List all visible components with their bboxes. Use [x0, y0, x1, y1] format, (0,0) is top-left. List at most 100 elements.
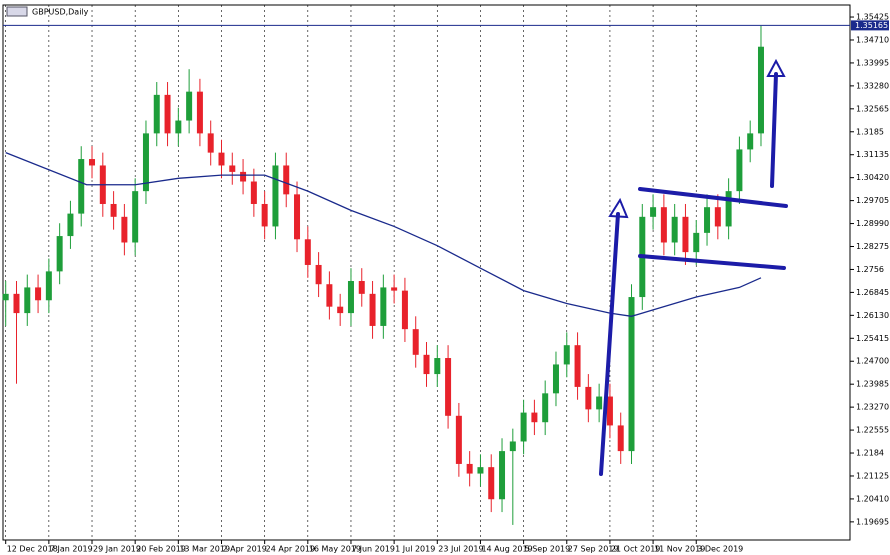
- candle-body: [294, 194, 301, 240]
- x-tick-label: 3 Dec 2019: [697, 545, 743, 554]
- candle-body: [531, 412, 538, 423]
- candle-body: [369, 293, 376, 326]
- arrow-head: [766, 58, 786, 77]
- candle-body: [585, 386, 592, 410]
- candle-body: [67, 213, 74, 237]
- x-tick-label: 16 May 2019: [309, 545, 361, 554]
- candle-body: [509, 441, 516, 452]
- candle-body: [542, 393, 549, 423]
- candle-body: [650, 207, 657, 217]
- candle-body: [142, 133, 149, 192]
- candle-body: [78, 159, 85, 214]
- y-tick-label: 1.21125: [856, 471, 889, 480]
- candle-body: [693, 232, 700, 253]
- x-tick-label: 24 Apr 2019: [266, 545, 315, 554]
- candle-body: [45, 271, 52, 301]
- x-tick-label: 20 Feb 2019: [136, 545, 186, 554]
- trend-arrow: [770, 72, 778, 188]
- y-tick-label: 1.26845: [856, 288, 889, 297]
- x-tick-label: 7 Jan 2019: [50, 545, 93, 554]
- candle-body: [132, 191, 139, 243]
- y-tick-label: 1.33995: [856, 58, 889, 67]
- candle-body: [326, 284, 333, 307]
- candle-body: [423, 354, 430, 375]
- candle-body: [89, 159, 96, 166]
- candle-body: [229, 165, 236, 172]
- y-tick-label: 1.26130: [856, 311, 889, 320]
- candle-body: [261, 203, 268, 227]
- x-tick-label: 7 Jun 2019: [352, 545, 395, 554]
- candle-body: [56, 236, 63, 272]
- candle-body: [488, 467, 495, 500]
- x-tick-label: 14 Aug 2019: [481, 545, 532, 554]
- y-tick-label: 1.20410: [856, 494, 889, 503]
- candle-body: [186, 91, 193, 121]
- candle-body: [110, 203, 117, 217]
- candle-body: [434, 358, 441, 375]
- candle-body: [757, 46, 764, 134]
- candle-body: [552, 364, 559, 394]
- y-tick-label: 1.30420: [856, 173, 889, 182]
- marks: [2, 24, 850, 525]
- candle-body: [671, 216, 678, 243]
- candle-body: [596, 396, 603, 410]
- y-tick-label: 1.3185: [856, 127, 884, 136]
- y-tick-label: 1.23270: [856, 403, 889, 412]
- candle-body: [196, 91, 203, 134]
- candle-body: [563, 345, 570, 365]
- y-tick-label: 1.2756: [856, 265, 884, 274]
- x-tick-label: 1 Jul 2019: [395, 545, 435, 554]
- y-tick-label: 1.33280: [856, 81, 889, 90]
- candle-body: [207, 133, 214, 153]
- candle-body: [240, 171, 247, 182]
- candle-body: [218, 152, 225, 166]
- candle-body: [499, 451, 506, 500]
- candle-body: [736, 149, 743, 192]
- current-price-box: [851, 20, 889, 31]
- x-tick-label: 2 Apr 2019: [222, 545, 266, 554]
- y-tick-label: 1.2184: [856, 449, 884, 458]
- x-tick-label: 27 Sep 2019: [568, 545, 619, 554]
- y-tick-label: 1.32565: [856, 104, 889, 113]
- candle-body: [445, 358, 452, 416]
- candle-body: [660, 207, 667, 243]
- x-tick-label: 5 Sep 2019: [525, 545, 571, 554]
- candle-body: [466, 463, 473, 474]
- arrow-head: [608, 197, 629, 219]
- candle-body: [520, 412, 527, 442]
- plot-frame: [2, 4, 851, 541]
- x-tick-label: 21 Oct 2019: [611, 545, 660, 554]
- y-tick-label: 1.24700: [856, 357, 889, 366]
- y-tick-label: 1.28990: [856, 219, 889, 228]
- channel-line: [638, 187, 788, 208]
- x-tick-label: 29 Jan 2019: [93, 545, 141, 554]
- candle-body: [358, 281, 365, 294]
- moving-average: [5, 152, 762, 317]
- candle-body: [606, 396, 613, 426]
- candle-body: [337, 306, 344, 314]
- candle-body: [24, 287, 31, 314]
- candle-body: [315, 264, 322, 285]
- candle-body: [272, 165, 279, 227]
- candle-body: [2, 293, 9, 301]
- y-tick-label: 1.34710: [856, 35, 889, 44]
- candle-body: [175, 120, 182, 134]
- x-tick-label: 23 Jul 2019: [438, 545, 483, 554]
- candle-body: [304, 239, 311, 265]
- y-tick-label: 1.23985: [856, 380, 889, 389]
- candle-body: [164, 94, 171, 134]
- candle-body: [13, 293, 20, 314]
- current-price-label: 1.35165: [855, 21, 888, 30]
- candle-body: [401, 290, 408, 330]
- candle-body: [283, 165, 290, 195]
- y-tick-label: 1.19695: [856, 517, 889, 526]
- candle-body: [682, 216, 689, 253]
- candle-body: [250, 181, 257, 204]
- y-tick-label: 1.28275: [856, 242, 889, 251]
- chart-title: GBPUSD,Daily: [32, 8, 89, 17]
- candle-body: [455, 415, 462, 464]
- y-tick-label: 1.35425: [856, 13, 889, 22]
- candle-body: [617, 425, 624, 452]
